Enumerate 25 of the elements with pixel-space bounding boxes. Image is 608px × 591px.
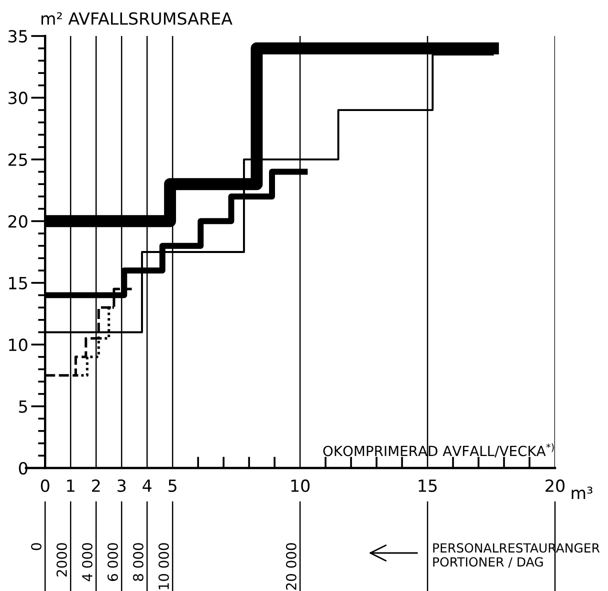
x2-tick-label: 0 [30,543,42,550]
x-tick-label: 1 [67,480,74,492]
x-tick-label: 2 [92,479,100,492]
x2-tick-label: 20 000 [286,543,296,590]
x-tick-label: 0 [40,479,50,492]
text: m³ [572,486,592,499]
x2-tick-label: 10 000 [158,543,169,590]
x-tick-label: 4 [142,480,152,492]
y-tick-label: 35 [8,30,27,43]
x2-tick-label: 6 000 [107,543,118,581]
x-tick-label: 3 [118,479,126,492]
x2-tick-label: 4 000 [82,543,92,582]
y-tick-label: 25 [8,153,27,166]
x-tick-label: 15 [418,480,437,492]
y-tick-label: 30 [8,92,28,104]
y-tick-label: 10 [9,338,28,352]
x-tick-label: 10 [291,479,310,492]
y-axis-title: m² AVFALLSRUMSAREA [42,12,232,25]
x2-tick-label: 2000 [56,543,67,576]
y-tick-label: 20 [8,215,28,228]
x-tick-label: 5 [168,480,176,492]
y-tick-label: 15 [9,277,27,290]
y-tick-label: 5 [19,400,27,413]
x-tick-label: 20 [546,479,564,492]
x2-tick-label: 8 000 [132,543,144,581]
